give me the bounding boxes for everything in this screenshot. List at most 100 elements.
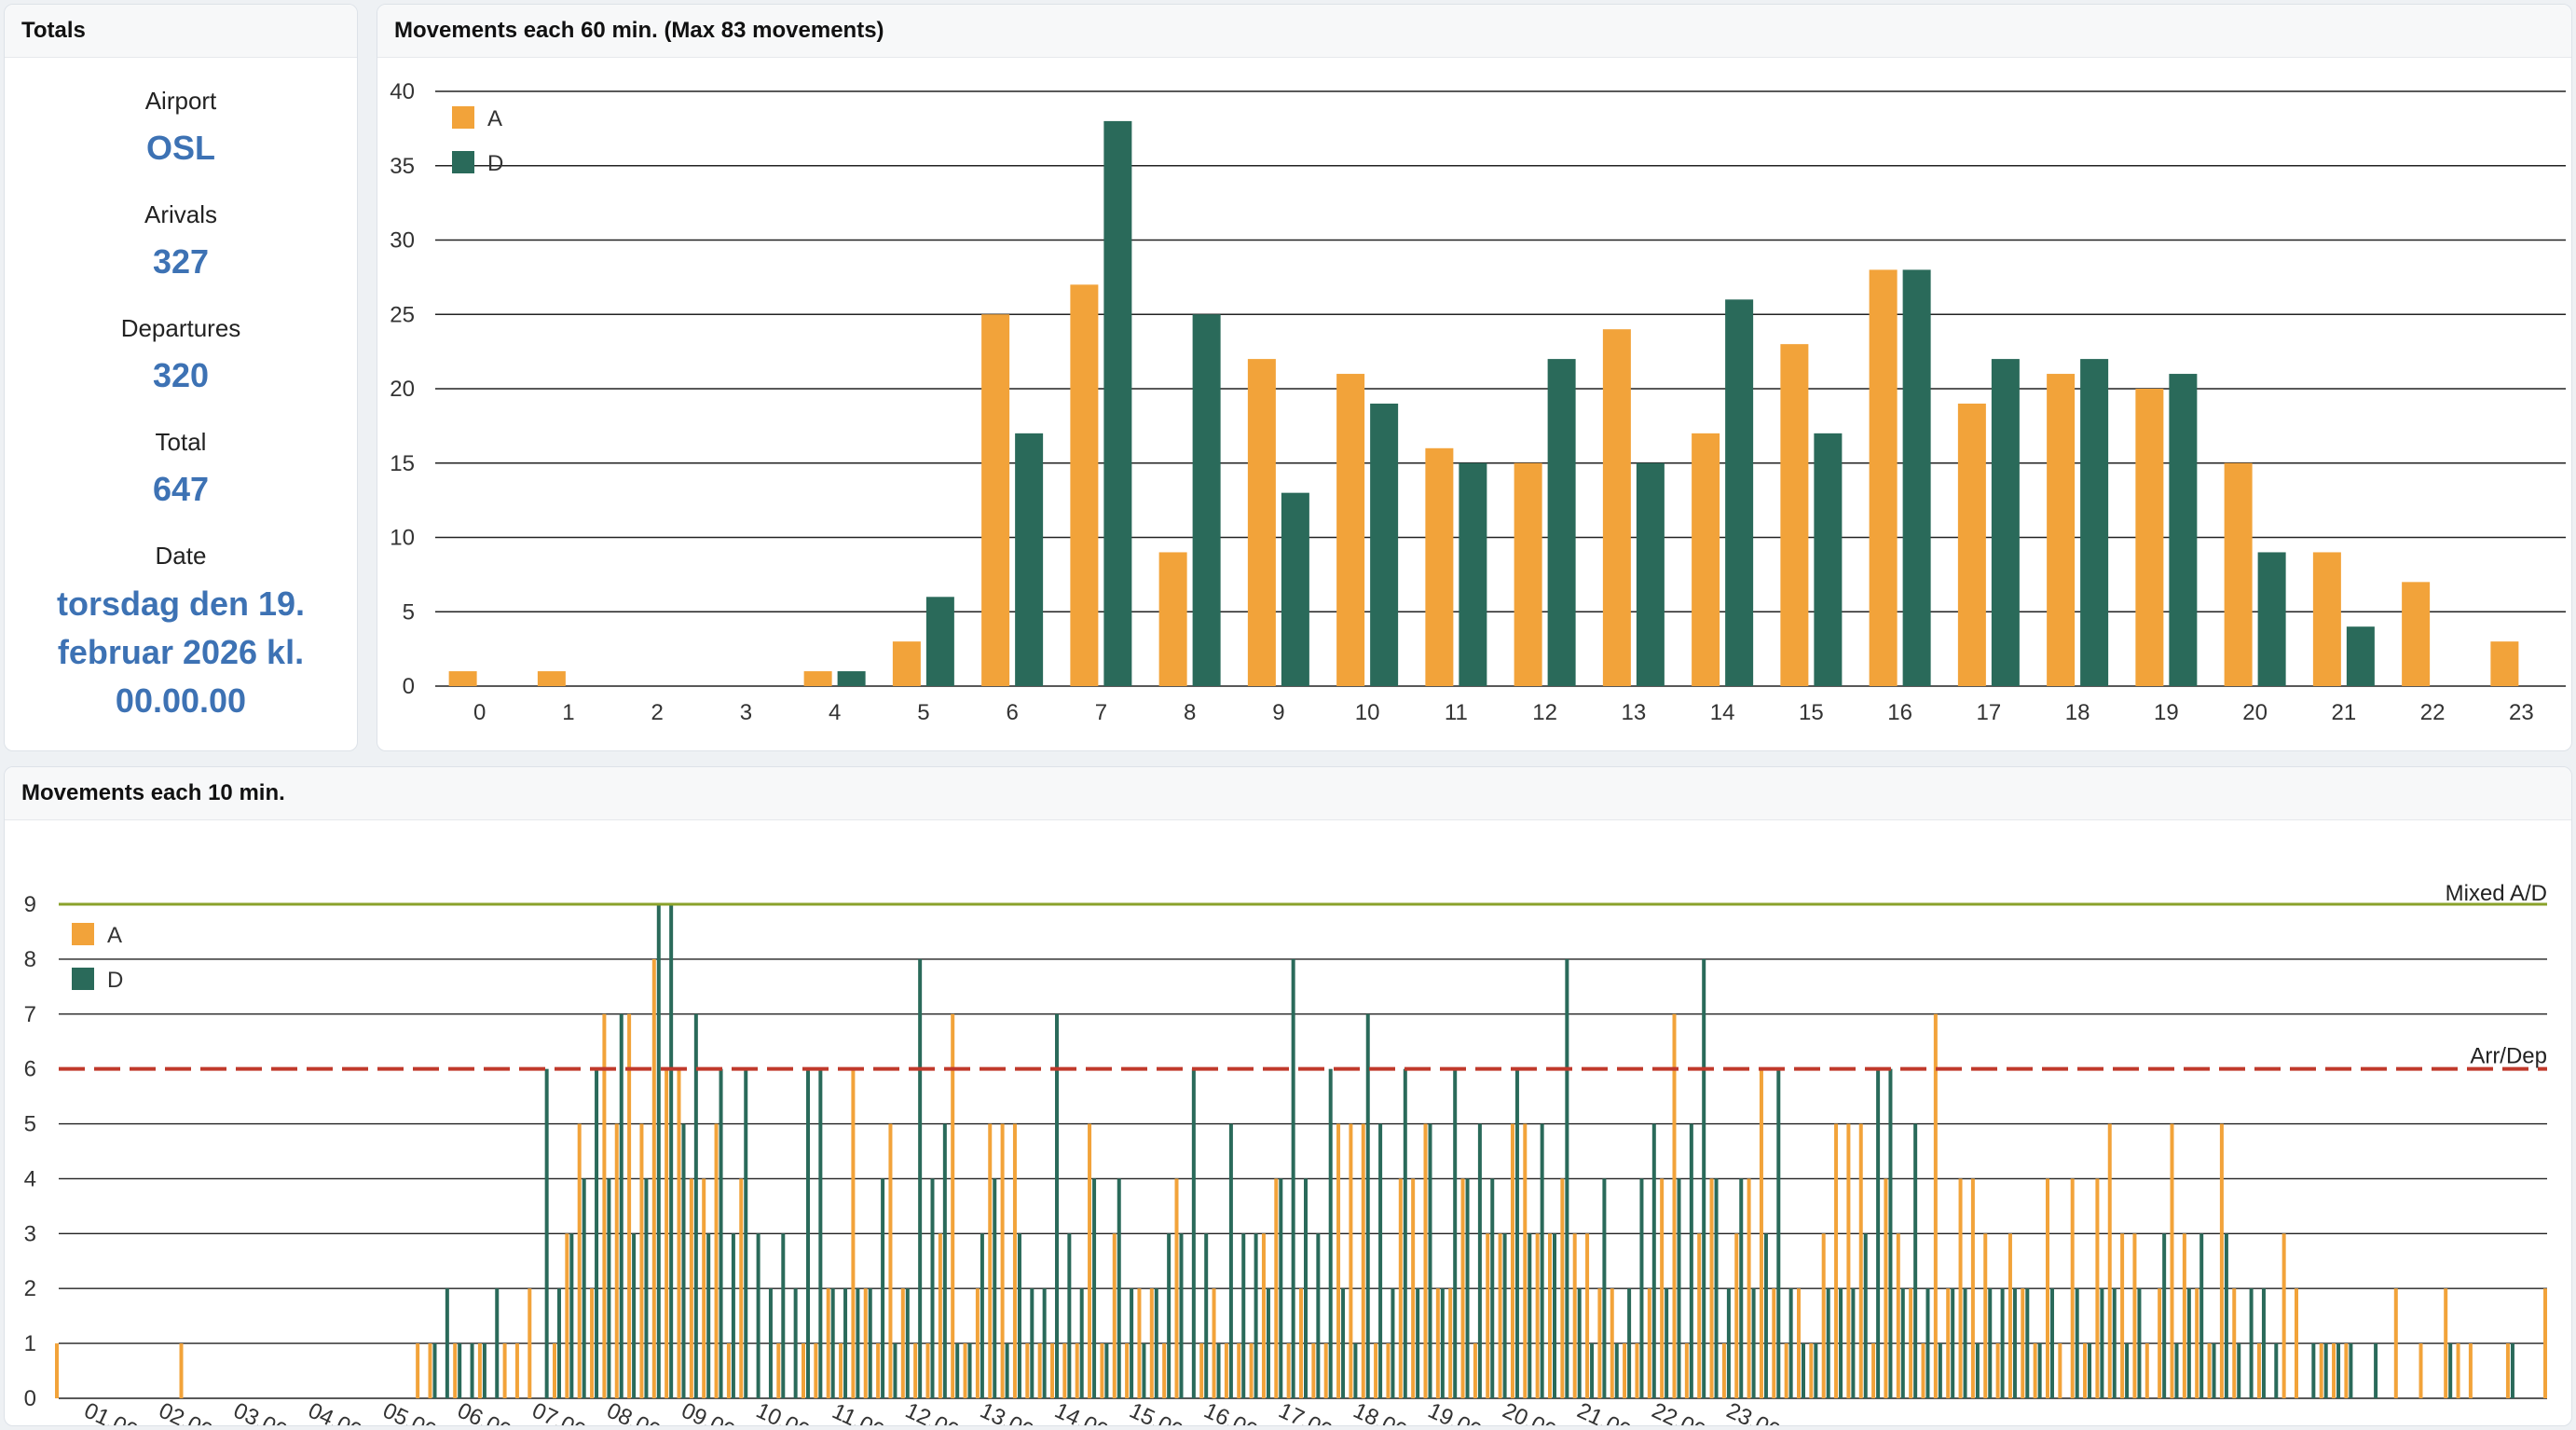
bar-d — [930, 1178, 935, 1398]
legend-swatch-a — [452, 106, 474, 129]
bar-d — [2349, 1343, 2353, 1398]
bar-d — [2186, 1288, 2191, 1398]
bar-d — [1991, 359, 2020, 686]
bar-a — [913, 1343, 918, 1398]
bar-d — [2224, 1233, 2228, 1398]
bar-d — [1079, 1288, 1084, 1398]
y-tick-label: 4 — [24, 1166, 36, 1191]
bar-d — [1702, 958, 1706, 1398]
bar-a — [1585, 1233, 1590, 1398]
x-tick-label: 3 — [740, 700, 752, 725]
tenmin-chart-panel: Movements each 10 min. 0 1 2 3 4 5 6 7 8 9 Arr/Dep… — [4, 766, 2572, 1426]
x-tick-label: 11 — [1445, 700, 1468, 725]
x-tick-label: 23.00 — [1722, 1398, 1784, 1426]
bar-d — [1067, 1233, 1072, 1398]
bar-a — [1274, 1178, 1279, 1398]
bar-d — [1254, 1233, 1258, 1398]
y-tick-label: 10 — [390, 526, 415, 551]
bar-d — [843, 1288, 848, 1398]
bar-a — [1909, 1288, 1913, 1398]
bar-a — [892, 641, 921, 686]
bar-d — [2137, 1288, 2142, 1398]
bar-d — [445, 1288, 449, 1398]
airport-label: Airport — [144, 87, 217, 115]
bar-a — [938, 1233, 942, 1398]
bar-a — [2095, 1178, 2100, 1398]
mixed-ad-label: Mixed A/D — [2446, 881, 2547, 906]
bar-d — [1328, 1068, 1333, 1398]
arrivals-label: Arivals — [144, 200, 217, 228]
bar-d — [818, 1068, 823, 1398]
y-tick-label: 0 — [24, 1386, 36, 1411]
bar-a — [1759, 1068, 1763, 1398]
bar-d — [2237, 1343, 2241, 1398]
bar-a — [1933, 1013, 1938, 1398]
x-tick-label: 19.00 — [1424, 1398, 1486, 1426]
bar-d — [942, 1123, 947, 1398]
bar-a — [1349, 1123, 1353, 1398]
bar-a — [514, 1343, 519, 1398]
bar-d — [1851, 1288, 1856, 1398]
date-value: torsdag den 19. februar 2026 kl. 00.00.0… — [56, 584, 306, 720]
bar-a — [179, 1343, 184, 1398]
bar-d — [1975, 1343, 1980, 1398]
bar-a — [1261, 1233, 1266, 1398]
bar-d — [2162, 1233, 2167, 1398]
arr-dep-label: Arr/Dep — [2470, 1044, 2547, 1069]
bar-a — [1460, 1178, 1465, 1398]
bar-d — [1863, 1233, 1868, 1398]
bar-d — [2510, 1343, 2514, 1398]
bar-d — [1902, 269, 1931, 686]
bar-d — [1726, 1288, 1731, 1398]
bar-d — [632, 1233, 637, 1398]
bar-a — [590, 1288, 595, 1398]
bar-a — [627, 1013, 632, 1398]
bar-a — [1784, 1343, 1788, 1398]
bar-a — [553, 1343, 556, 1398]
bar-a — [1286, 1343, 1291, 1398]
bar-a — [1610, 1288, 1614, 1398]
y-tick-label: 30 — [390, 228, 415, 254]
bar-a — [2393, 1288, 2398, 1398]
hourly-chart-panel: Movements each 60 min. (Max 83 movements… — [377, 4, 2572, 751]
legend-swatch-d — [452, 151, 474, 173]
bar-a — [1858, 1123, 1863, 1398]
bar-a — [925, 1343, 930, 1398]
bar-a — [863, 1288, 868, 1398]
bar-d — [557, 1288, 561, 1398]
bar-a — [1809, 1343, 1814, 1398]
bar-a — [1834, 1123, 1839, 1398]
bar-a — [1647, 1288, 1651, 1398]
bar-a — [2195, 1288, 2199, 1398]
bar-d — [1577, 1288, 1582, 1398]
bar-a — [1548, 1233, 1552, 1398]
bar-d — [1677, 1178, 1681, 1398]
x-tick-label: 10 — [1355, 700, 1380, 725]
bar-d — [1030, 1288, 1035, 1398]
bar-d — [2274, 1343, 2279, 1398]
bar-d — [881, 1178, 885, 1398]
y-tick-label: 9 — [24, 892, 36, 917]
bar-d — [1502, 1233, 1507, 1398]
bar-a — [1523, 1123, 1528, 1398]
bar-a — [428, 1343, 432, 1398]
airport-value: OSL — [145, 129, 215, 167]
x-tick-label: 21 — [2332, 700, 2357, 725]
x-tick-label: 6 — [1006, 700, 1018, 725]
bar-d — [1540, 1123, 1544, 1398]
x-tick-label: 18.00 — [1350, 1398, 1411, 1426]
bar-d — [1814, 433, 1843, 686]
bar-a — [1635, 1343, 1639, 1398]
x-tick-label: 07.00 — [528, 1398, 590, 1426]
bar-d — [582, 1178, 586, 1398]
bar-d — [893, 1343, 897, 1398]
y-tick-label: 20 — [390, 377, 415, 402]
x-tick-label: 03.00 — [229, 1398, 291, 1426]
legend-swatch-d — [72, 968, 94, 990]
bar-d — [1888, 1068, 1893, 1398]
bar-a — [1075, 1343, 1079, 1398]
y-tick-label: 40 — [390, 79, 415, 104]
bar-d — [1814, 1343, 1818, 1398]
bar-d — [458, 1343, 462, 1398]
bar-d — [1925, 1288, 1930, 1398]
